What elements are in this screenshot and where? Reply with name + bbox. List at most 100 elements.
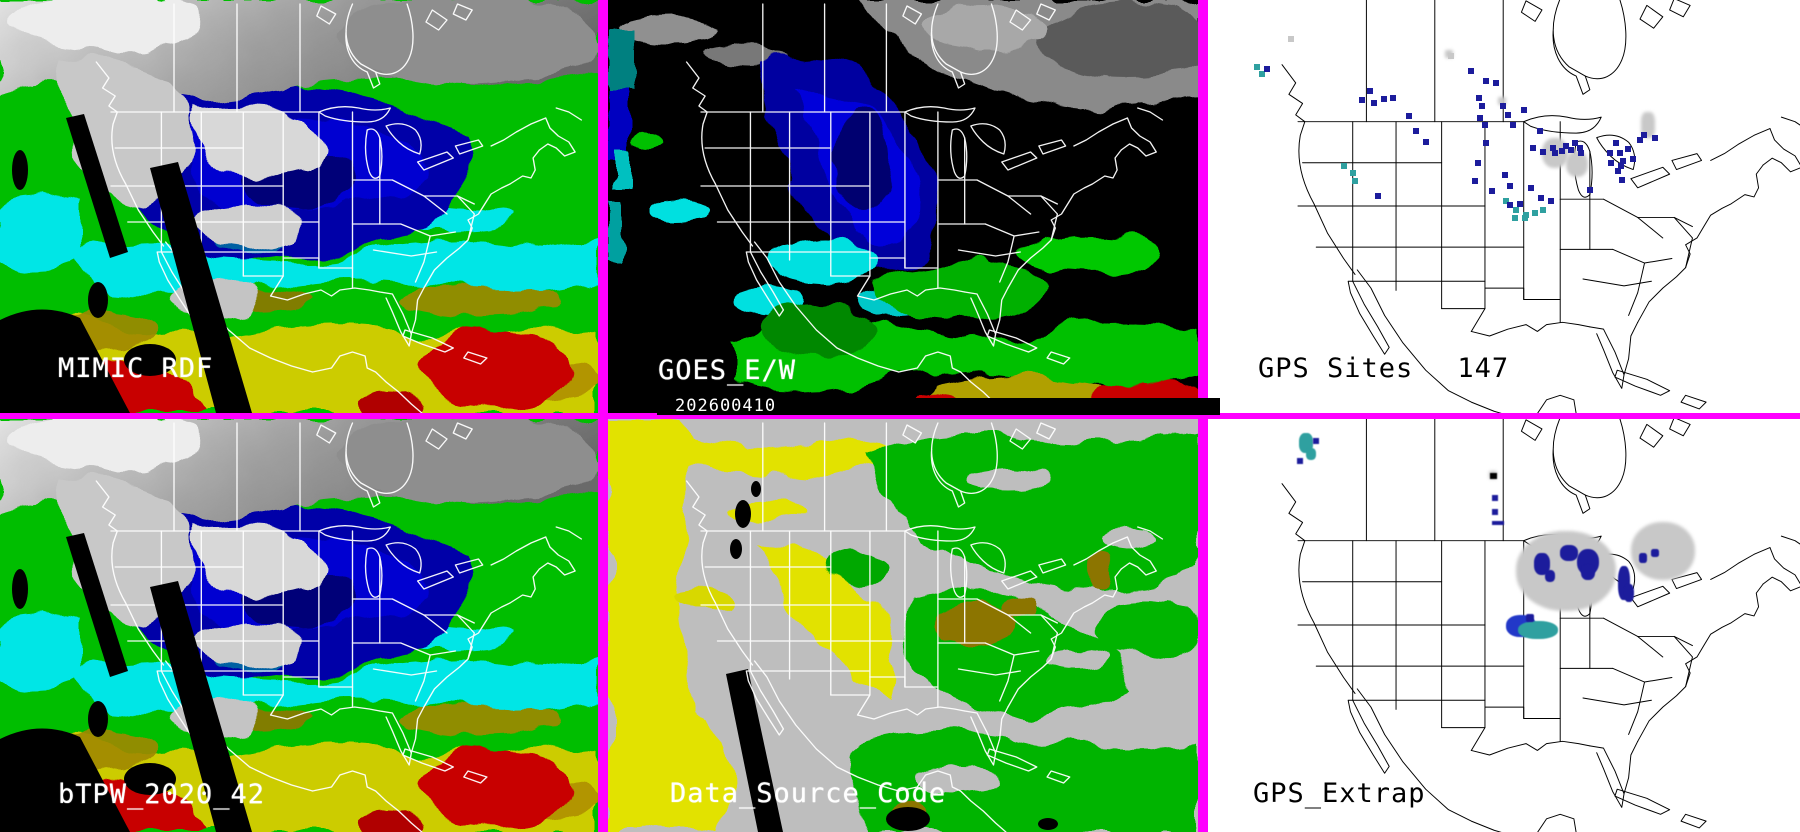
gps-cluster-patch (1560, 544, 1579, 561)
btpw-panel-label: bTPW_2020_42 (58, 779, 266, 810)
gps-site-dot (1366, 87, 1373, 94)
goes-panel-label: GOES_E/W (658, 355, 797, 386)
gps-site-dot (1467, 67, 1474, 74)
gps-site-dot (1489, 187, 1496, 194)
gps-site-dot (1422, 139, 1429, 146)
panel-btpw[interactable]: bTPW_2020_42 (0, 419, 598, 832)
gps-cluster-patch (1515, 530, 1616, 611)
gps-sites-count: 147 (1457, 353, 1510, 384)
gps-site-dot (1474, 159, 1481, 166)
gps-site-dot (1500, 102, 1507, 109)
timestamp-bar: 202600410 (657, 398, 1220, 415)
gps-cluster-patch (1498, 97, 1507, 106)
gps-cluster-patch (1517, 621, 1558, 640)
gps-site-dot (1625, 146, 1632, 153)
gps-cluster-patch (1305, 447, 1316, 460)
gps-site-dot (1521, 215, 1528, 222)
mimic-satellite-image (0, 0, 598, 413)
data-source-code-image (608, 419, 1198, 832)
gps-cluster-patch (1580, 563, 1595, 580)
gps-site-dot (1479, 102, 1486, 109)
gps-site-dot (1352, 178, 1359, 185)
gps-site-dot (1536, 128, 1543, 135)
gps-cluster-patch (1492, 521, 1505, 526)
gps-site-dot (1350, 170, 1357, 177)
gps-site-dot (1483, 140, 1490, 146)
panel-mimic-rdf[interactable]: MIMIC RDF (0, 0, 598, 413)
gps-site-dot (1506, 202, 1513, 209)
gps-site-dot (1412, 127, 1419, 134)
gps-site-dot (1618, 163, 1625, 170)
gps-cluster-patch (1638, 553, 1647, 564)
gps-site-dot (1576, 144, 1583, 151)
gps-site-dot (1586, 187, 1593, 194)
gps-site-dot (1548, 198, 1555, 205)
gps-cluster-patch (1533, 553, 1550, 576)
gps-site-dot (1517, 200, 1524, 207)
gps-cluster-patch (1631, 522, 1696, 581)
panel-data-source-code[interactable]: Data_Source_Code (608, 419, 1198, 832)
gps-site-dot (1374, 192, 1381, 199)
gps-site-dot (1559, 148, 1566, 155)
gps-cluster-patch (1491, 494, 1498, 501)
mimic-panel-label: MIMIC RDF (58, 353, 214, 384)
gps-site-dot (1472, 178, 1479, 184)
gps-site-dot (1618, 177, 1625, 184)
gps-cluster-patch (1313, 437, 1320, 444)
panel-gps-extrap[interactable]: GPS_Extrap (1208, 419, 1800, 832)
gps-extrap-map (1281, 419, 1800, 832)
gps-site-dot (1520, 106, 1527, 113)
gps-site-dot (1287, 35, 1294, 42)
gps-cluster-patch (1566, 150, 1589, 177)
gps-site-dot (1550, 144, 1557, 151)
gps-site-dot (1537, 194, 1544, 201)
gps-cluster-patch (1650, 549, 1659, 558)
gps-site-dot (1482, 122, 1489, 129)
timestamp-text: 202600410 (675, 396, 777, 416)
gps-site-dot (1551, 149, 1558, 156)
gps-site-dot (1258, 71, 1265, 78)
data-source-panel-label: Data_Source_Code (670, 778, 947, 809)
gps-site-dot (1476, 94, 1483, 101)
gps-site-dot (1502, 171, 1509, 178)
gps-site-dot (1476, 114, 1483, 121)
gps-site-dot (1492, 80, 1499, 87)
gps-cluster-patch (1624, 584, 1635, 603)
gps-site-dot (1482, 78, 1489, 85)
gps-site-dot (1381, 96, 1388, 103)
gps-site-dot (1512, 206, 1519, 213)
gps-cluster-patch (1545, 569, 1556, 582)
gps-site-dot (1617, 149, 1624, 156)
gps-site-dot (1254, 63, 1261, 70)
horizontal-border (0, 413, 1800, 419)
gps-site-dot (1509, 121, 1516, 128)
gps-cluster-patch (1490, 472, 1498, 479)
gps-site-dot (1506, 182, 1513, 189)
panel-goes-ew[interactable]: GOES_E/W (608, 0, 1198, 413)
gps-site-dot (1567, 147, 1574, 154)
gps-site-dot (1512, 215, 1519, 222)
gps-site-dot (1615, 168, 1622, 175)
gps-site-dot (1578, 149, 1584, 156)
gps-cluster-patch (1296, 458, 1303, 465)
goes-satellite-image (608, 0, 1198, 413)
gps-cluster-patch (1526, 614, 1535, 623)
gps-cluster-patch (1641, 111, 1656, 138)
gps-site-dot (1504, 111, 1511, 118)
gps-site-dot (1341, 163, 1348, 170)
gps-site-dot (1637, 137, 1644, 144)
gps-extrap-panel-label: GPS_Extrap (1253, 778, 1426, 809)
gps-site-dot (1502, 197, 1509, 204)
btpw-satellite-image (0, 419, 598, 832)
gps-site-dot (1528, 185, 1535, 192)
panel-gps-sites[interactable]: GPS Sites 147 (1208, 0, 1800, 413)
gps-site-dot (1608, 159, 1615, 166)
gps-site-dot (1531, 209, 1538, 216)
gps-site-dot (1390, 94, 1397, 101)
gps-sites-title: GPS Sites (1258, 353, 1414, 384)
gps-site-dot (1540, 206, 1547, 213)
gps-site-dot (1640, 132, 1647, 139)
gps-site-dot (1620, 158, 1627, 165)
gps-site-dot (1652, 135, 1658, 142)
